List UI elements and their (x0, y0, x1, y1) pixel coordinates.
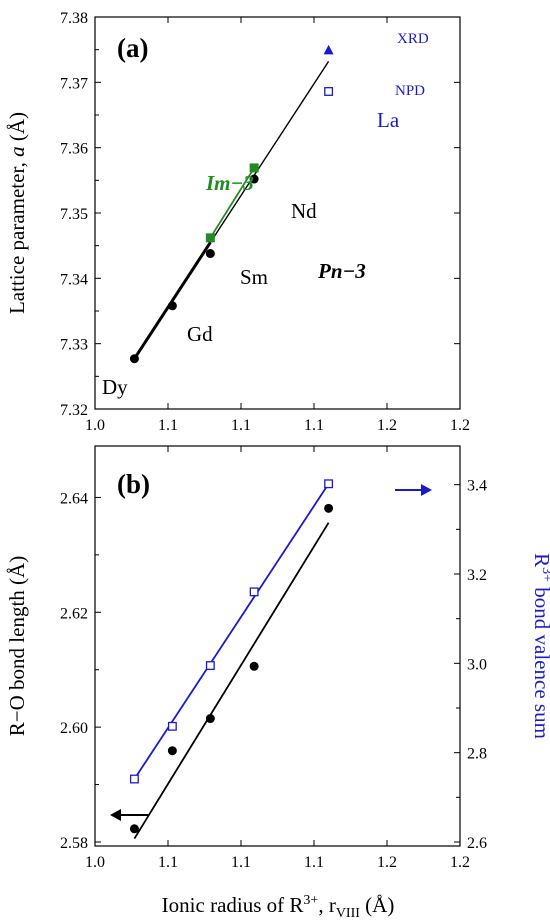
panel-b-y2-tick-label: 3.2 (467, 567, 487, 584)
panel-a-y-tick-label: 7.38 (60, 10, 88, 27)
point-open-square (324, 87, 334, 96)
panel-a-y-tick-label: 7.34 (60, 271, 88, 288)
panel-b-y-tick-label: 2.60 (60, 720, 88, 737)
panel-b-x-tick-label: 1.1 (158, 854, 178, 871)
point-open-square (167, 721, 177, 731)
point-circle (129, 824, 139, 834)
panel-a-y-tick-label: 7.35 (60, 206, 88, 223)
point-square (205, 233, 215, 243)
panel-b-x-tick-label: 1.1 (304, 854, 324, 871)
point-label-sm: Sm (240, 265, 268, 289)
panel-a-x-tick-label: 1.0 (85, 417, 105, 434)
point-circle (249, 174, 259, 184)
legend-label-npd: NPD (395, 83, 425, 99)
fit-line-bond-valence (133, 483, 330, 780)
panel-b-y-tick-label: 2.64 (60, 490, 88, 507)
point-circle (167, 746, 177, 756)
panel-a-fit-lines (133, 61, 330, 360)
panel-b-points (129, 479, 334, 834)
y2-axis-label-b: R3+ bond valence sum (530, 553, 550, 739)
point-circle (249, 661, 259, 671)
panel-a-frame (94, 16, 461, 410)
panel-a-x-tick-label: 1.2 (450, 417, 470, 434)
panel-b-fit-lines (133, 483, 330, 840)
point-triangle (323, 44, 334, 55)
panel-b-frame (94, 445, 461, 847)
panel-b-x-tick-label: 1.0 (85, 854, 105, 871)
panel-a-x-tick-label: 1.1 (158, 417, 178, 434)
panel-a-ticks: 1.0 1.1 1.1 1.1 1.2 1.2 7.32 7.33 7.34 7.35 7.36 7.… (60, 10, 470, 434)
panel-b-ticks: 1.0 1.1 1.1 1.1 1.2 1.2 2.58 2.60 2.62 2.64 2.6 2.8… (60, 446, 487, 871)
left-axis-arrow (110, 809, 148, 821)
panel-b-x-tick-label: 1.2 (450, 854, 470, 871)
y-axis-label-b: R−O bond length (Å) (5, 556, 29, 736)
phase-label-pn3: Pn−3 (317, 259, 366, 283)
point-circle (205, 249, 215, 259)
point-open-square (129, 774, 139, 784)
panel-a: 1.0 1.1 1.1 1.1 1.2 1.2 7.32 7.33 7.34 7.35 7.36 7.… (5, 10, 470, 434)
panel-b: 1.0 1.1 1.1 1.1 1.2 1.2 2.58 2.60 2.62 2.64 2.6 2.8… (5, 445, 550, 921)
point-circle (129, 354, 139, 364)
point-label-la: La (377, 108, 400, 132)
legend-label-xrd: XRD (397, 31, 429, 47)
panel-b-y2-tick-label: 3.4 (467, 478, 487, 495)
point-open-square (205, 661, 215, 671)
fit-line-im3 (209, 167, 255, 239)
panel-a-x-tick-label: 1.1 (231, 417, 251, 434)
point-square (249, 163, 259, 173)
right-axis-arrow (395, 484, 432, 496)
point-label-dy: Dy (102, 375, 128, 399)
fit-line-bond-length (133, 522, 330, 840)
point-label-gd: Gd (187, 322, 213, 346)
point-label-nd: Nd (291, 199, 317, 223)
panel-b-y2-tick-label: 2.6 (467, 835, 487, 852)
panel-b-y-tick-label: 2.58 (60, 835, 88, 852)
panel-b-y2-tick-label: 3.0 (467, 656, 487, 673)
panel-b-y-tick-label: 2.62 (60, 605, 88, 622)
panel-b-x-tick-label: 1.2 (377, 854, 397, 871)
panel-b-label: (b) (117, 469, 150, 499)
point-open-square (249, 587, 259, 597)
panel-a-y-tick-label: 7.36 (60, 141, 88, 158)
panel-a-y-tick-label: 7.33 (60, 337, 88, 354)
point-circle (324, 503, 334, 513)
point-circle (167, 301, 177, 311)
panel-a-y-tick-label: 7.37 (60, 75, 88, 92)
point-open-square (324, 479, 334, 489)
panel-b-y2-tick-label: 2.8 (467, 746, 487, 763)
panel-a-label: (a) (117, 33, 148, 63)
panel-a-x-tick-label: 1.1 (304, 417, 324, 434)
panel-a-y-tick-label: 7.32 (60, 402, 88, 419)
phase-label-im3: Im−3 (205, 171, 254, 195)
panel-a-points (129, 44, 334, 364)
point-circle (205, 714, 215, 724)
fit-line-pn3-bold (133, 241, 212, 360)
x-axis-label-b: Ionic radius of R3+, rVIII (Å) (162, 893, 395, 921)
panel-a-x-tick-label: 1.2 (377, 417, 397, 434)
panel-b-x-tick-label: 1.1 (231, 854, 251, 871)
y-axis-label-a: Lattice parameter, a (Å) (5, 112, 29, 314)
